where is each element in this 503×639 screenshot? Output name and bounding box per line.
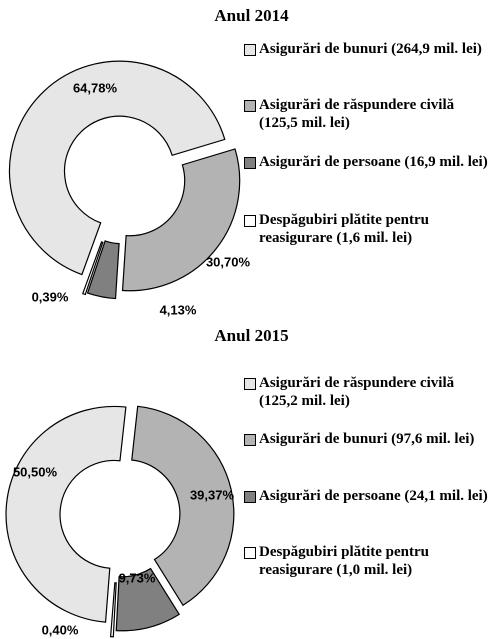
legend-swatch: [244, 547, 256, 559]
donut-slice: [5, 405, 127, 623]
data-label: 39,37%: [189, 487, 235, 503]
legend-swatch: [244, 44, 256, 56]
legend-swatch: [244, 100, 256, 112]
donut-slice: [131, 405, 235, 607]
data-label: 50,50%: [12, 464, 58, 480]
legend-label: Asigurări de persoane (16,9 mil. lei): [259, 154, 488, 170]
legend-label: Despăgubiri plătite pentru reasigurare (…: [259, 544, 430, 578]
data-label: 30,70%: [205, 254, 251, 270]
legend-swatch: [244, 434, 256, 446]
legend-item: Asigurări de bunuri (97,6 mil. lei): [244, 430, 496, 448]
data-label: 64,78%: [72, 80, 118, 96]
donut-slice: [115, 567, 181, 632]
legend-item: Asigurări de răspundere civilă (125,5 mi…: [244, 96, 496, 132]
chart-title: Anul 2015: [214, 326, 289, 345]
legend-label: Asigurări de răspundere civilă (125,2 mi…: [259, 375, 455, 409]
legend-label: Asigurări de răspundere civilă (125,5 mi…: [259, 97, 455, 131]
legend-label: Despăgubiri plătite pentru reasigurare (…: [259, 212, 430, 246]
legend-swatch: [244, 157, 256, 169]
legend-swatch: [244, 378, 256, 390]
donut-slice: [86, 240, 120, 300]
data-label: 0,39%: [31, 289, 69, 305]
legend-label: Asigurări de bunuri (97,6 mil. lei): [259, 431, 475, 447]
data-label: 0,40%: [41, 622, 79, 638]
legend-label: Asigurări de bunuri (264,9 mil. lei): [259, 41, 482, 57]
legend-item: Despăgubiri plătite pentru reasigurare (…: [244, 211, 496, 247]
data-label: 9,73%: [118, 570, 156, 586]
donut-slice: [81, 241, 104, 296]
donut-slice: [121, 148, 241, 292]
legend-item: Asigurări de bunuri (264,9 mil. lei): [244, 40, 496, 58]
data-label: 4,13%: [159, 302, 197, 318]
legend-item: Asigurări de răspundere civilă (125,2 mi…: [244, 374, 496, 410]
donut-slice: [109, 582, 117, 638]
legend-label: Asigurări de persoane (24,1 mil. lei): [259, 488, 488, 504]
chart-title: Anul 2014: [214, 6, 289, 25]
legend-item: Asigurări de persoane (16,9 mil. lei): [244, 153, 496, 171]
legend-item: Asigurări de persoane (24,1 mil. lei): [244, 487, 496, 505]
legend-swatch: [244, 491, 256, 503]
legend-item: Despăgubiri plătite pentru reasigurare (…: [244, 543, 496, 579]
legend-swatch: [244, 215, 256, 227]
donut-slice: [8, 60, 226, 276]
